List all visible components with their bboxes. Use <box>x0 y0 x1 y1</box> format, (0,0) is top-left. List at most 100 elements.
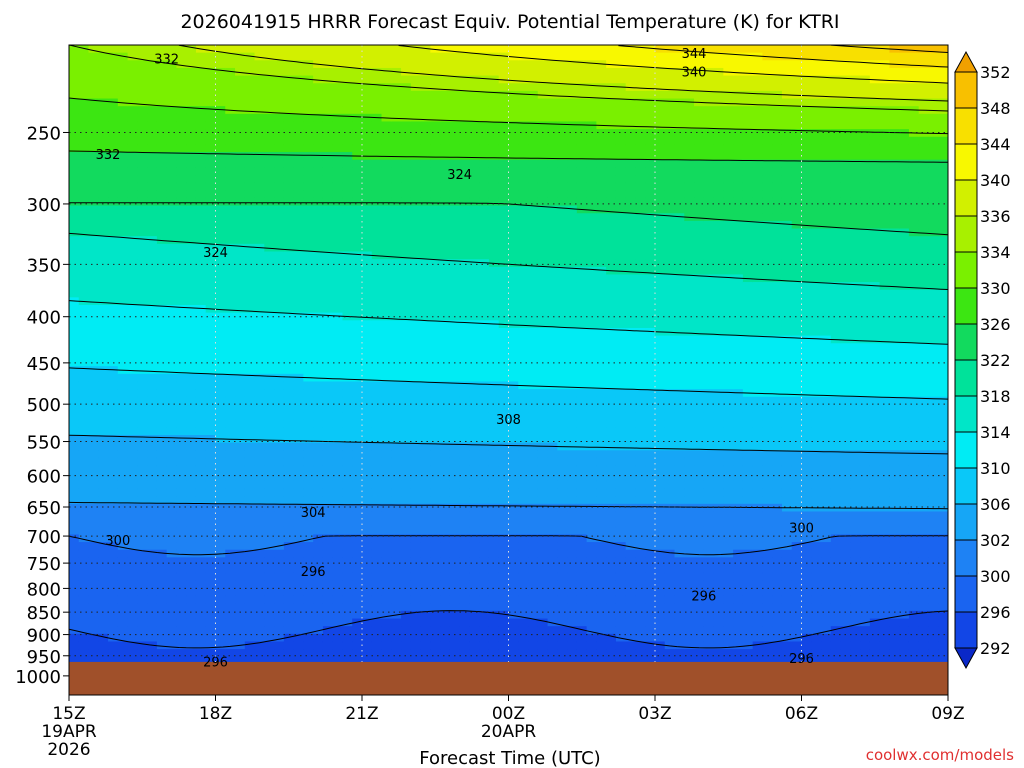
field-cell <box>440 327 451 337</box>
field-cell <box>537 113 549 123</box>
field-cell <box>205 350 217 360</box>
field-cell <box>195 144 207 153</box>
field-cell <box>274 649 285 658</box>
field-cell <box>166 121 178 130</box>
field-cell <box>176 236 187 245</box>
field-cell <box>518 205 529 214</box>
field-cell <box>244 45 256 54</box>
field-cell <box>254 144 265 153</box>
field-cell <box>166 373 178 383</box>
field-cell <box>88 282 99 291</box>
field-cell <box>235 389 246 398</box>
field-cell <box>205 603 217 612</box>
field-cell <box>547 534 558 543</box>
field-cell <box>440 450 451 459</box>
field-cell <box>352 435 363 444</box>
field-cell <box>469 366 480 375</box>
field-cell <box>176 626 187 635</box>
field-cell <box>313 450 324 459</box>
field-cell <box>576 480 588 490</box>
field-cell <box>508 327 519 337</box>
field-cell <box>635 45 646 54</box>
field-cell <box>508 243 519 253</box>
field-cell <box>293 259 304 268</box>
field-cell <box>635 343 646 352</box>
field-cell <box>518 457 529 467</box>
field-cell <box>586 75 597 84</box>
field-cell <box>342 649 353 658</box>
field-cell <box>635 106 646 115</box>
field-cell <box>137 465 148 474</box>
field-cell <box>137 289 148 298</box>
field-cell <box>176 427 187 436</box>
field-cell <box>293 610 304 620</box>
field-cell <box>508 205 519 214</box>
field-cell <box>547 45 558 54</box>
field-cell <box>166 289 178 298</box>
field-cell <box>127 266 138 276</box>
field-cell <box>264 106 275 115</box>
field-cell <box>156 106 168 115</box>
field-cell <box>117 389 129 398</box>
field-cell <box>313 442 324 451</box>
field-cell <box>547 526 558 536</box>
field-cell <box>88 656 99 666</box>
field-cell <box>596 182 607 191</box>
field-cell <box>205 289 217 298</box>
field-cell <box>420 457 431 467</box>
field-cell <box>303 656 314 666</box>
field-cell <box>537 534 549 543</box>
field-cell <box>283 656 295 666</box>
field-cell <box>176 167 187 176</box>
field-cell <box>596 129 607 138</box>
field-cell <box>195 259 207 268</box>
field-cell <box>117 90 129 100</box>
field-cell <box>108 259 119 268</box>
field-cell <box>518 649 529 658</box>
field-cell <box>78 228 90 237</box>
field-cell <box>225 67 236 77</box>
field-cell <box>440 595 451 604</box>
field-cell <box>401 282 412 291</box>
field-cell <box>117 511 129 520</box>
field-cell <box>518 603 529 612</box>
field-cell <box>156 175 168 184</box>
field-cell <box>322 106 334 115</box>
field-cell <box>430 358 441 367</box>
field-cell <box>137 75 148 84</box>
field-cell <box>254 595 265 604</box>
field-cell <box>625 182 637 191</box>
field-cell <box>567 450 578 459</box>
field-cell <box>410 412 422 421</box>
field-cell <box>244 557 256 566</box>
field-cell <box>186 580 197 589</box>
field-cell <box>69 496 80 505</box>
field-cell <box>576 587 588 597</box>
field-cell <box>244 228 256 237</box>
field-cell <box>293 320 304 329</box>
field-cell <box>69 381 80 390</box>
field-cell <box>215 526 226 536</box>
field-cell <box>547 228 558 237</box>
field-cell <box>352 603 363 612</box>
field-cell <box>322 587 334 597</box>
field-cell <box>567 259 578 268</box>
field-cell <box>547 496 558 505</box>
field-cell <box>244 266 256 276</box>
field-cell <box>498 649 510 658</box>
field-cell <box>303 427 314 436</box>
field-cell <box>362 603 373 612</box>
field-cell <box>215 557 226 566</box>
field-cell <box>186 649 197 658</box>
field-cell <box>596 274 607 283</box>
field-cell <box>508 534 519 543</box>
field-cell <box>449 511 461 520</box>
field-cell <box>635 297 646 306</box>
field-cell <box>225 350 236 360</box>
field-cell <box>244 274 256 283</box>
field-cell <box>108 289 119 298</box>
field-cell <box>449 595 461 604</box>
field-cell <box>117 282 129 291</box>
field-cell <box>576 358 588 367</box>
field-cell <box>537 67 549 77</box>
